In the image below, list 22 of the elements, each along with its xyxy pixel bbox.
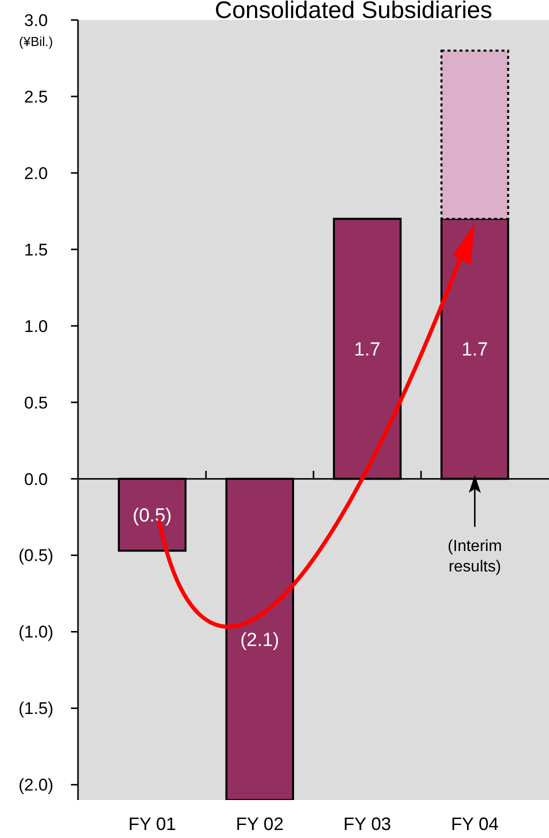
data-label: (0.5)	[132, 505, 172, 526]
y-tick-label: (0.5)	[18, 546, 54, 566]
data-label: 1.7	[354, 339, 380, 360]
y-tick-label: (2.0)	[18, 776, 54, 795]
y-tick-label: (1.5)	[18, 699, 54, 718]
annotation: (Interim results)	[448, 538, 502, 576]
data-label: (2.1)	[240, 630, 280, 652]
x-tick-label: FY 03	[343, 814, 392, 834]
x-tick-label: FY 04	[450, 814, 499, 834]
x-tick-label: FY 01	[128, 814, 176, 834]
text: 1.0	[24, 316, 48, 336]
y-axis-title: (¥Bil.)	[19, 34, 53, 49]
y-tick-label: 1.5	[24, 240, 48, 260]
text: 2.0	[24, 164, 48, 183]
y-tick-label: 0.5	[24, 393, 48, 412]
text: 3.0	[24, 10, 48, 30]
y-tick-label: 2.5	[24, 87, 48, 106]
chart-title: Consolidated Subsidiaries	[214, 0, 492, 24]
text: 0.0	[24, 470, 48, 489]
data-label: 1.7	[462, 339, 488, 360]
y-tick-label: (1.0)	[18, 622, 54, 642]
x-tick-label: FY 02	[236, 814, 284, 834]
